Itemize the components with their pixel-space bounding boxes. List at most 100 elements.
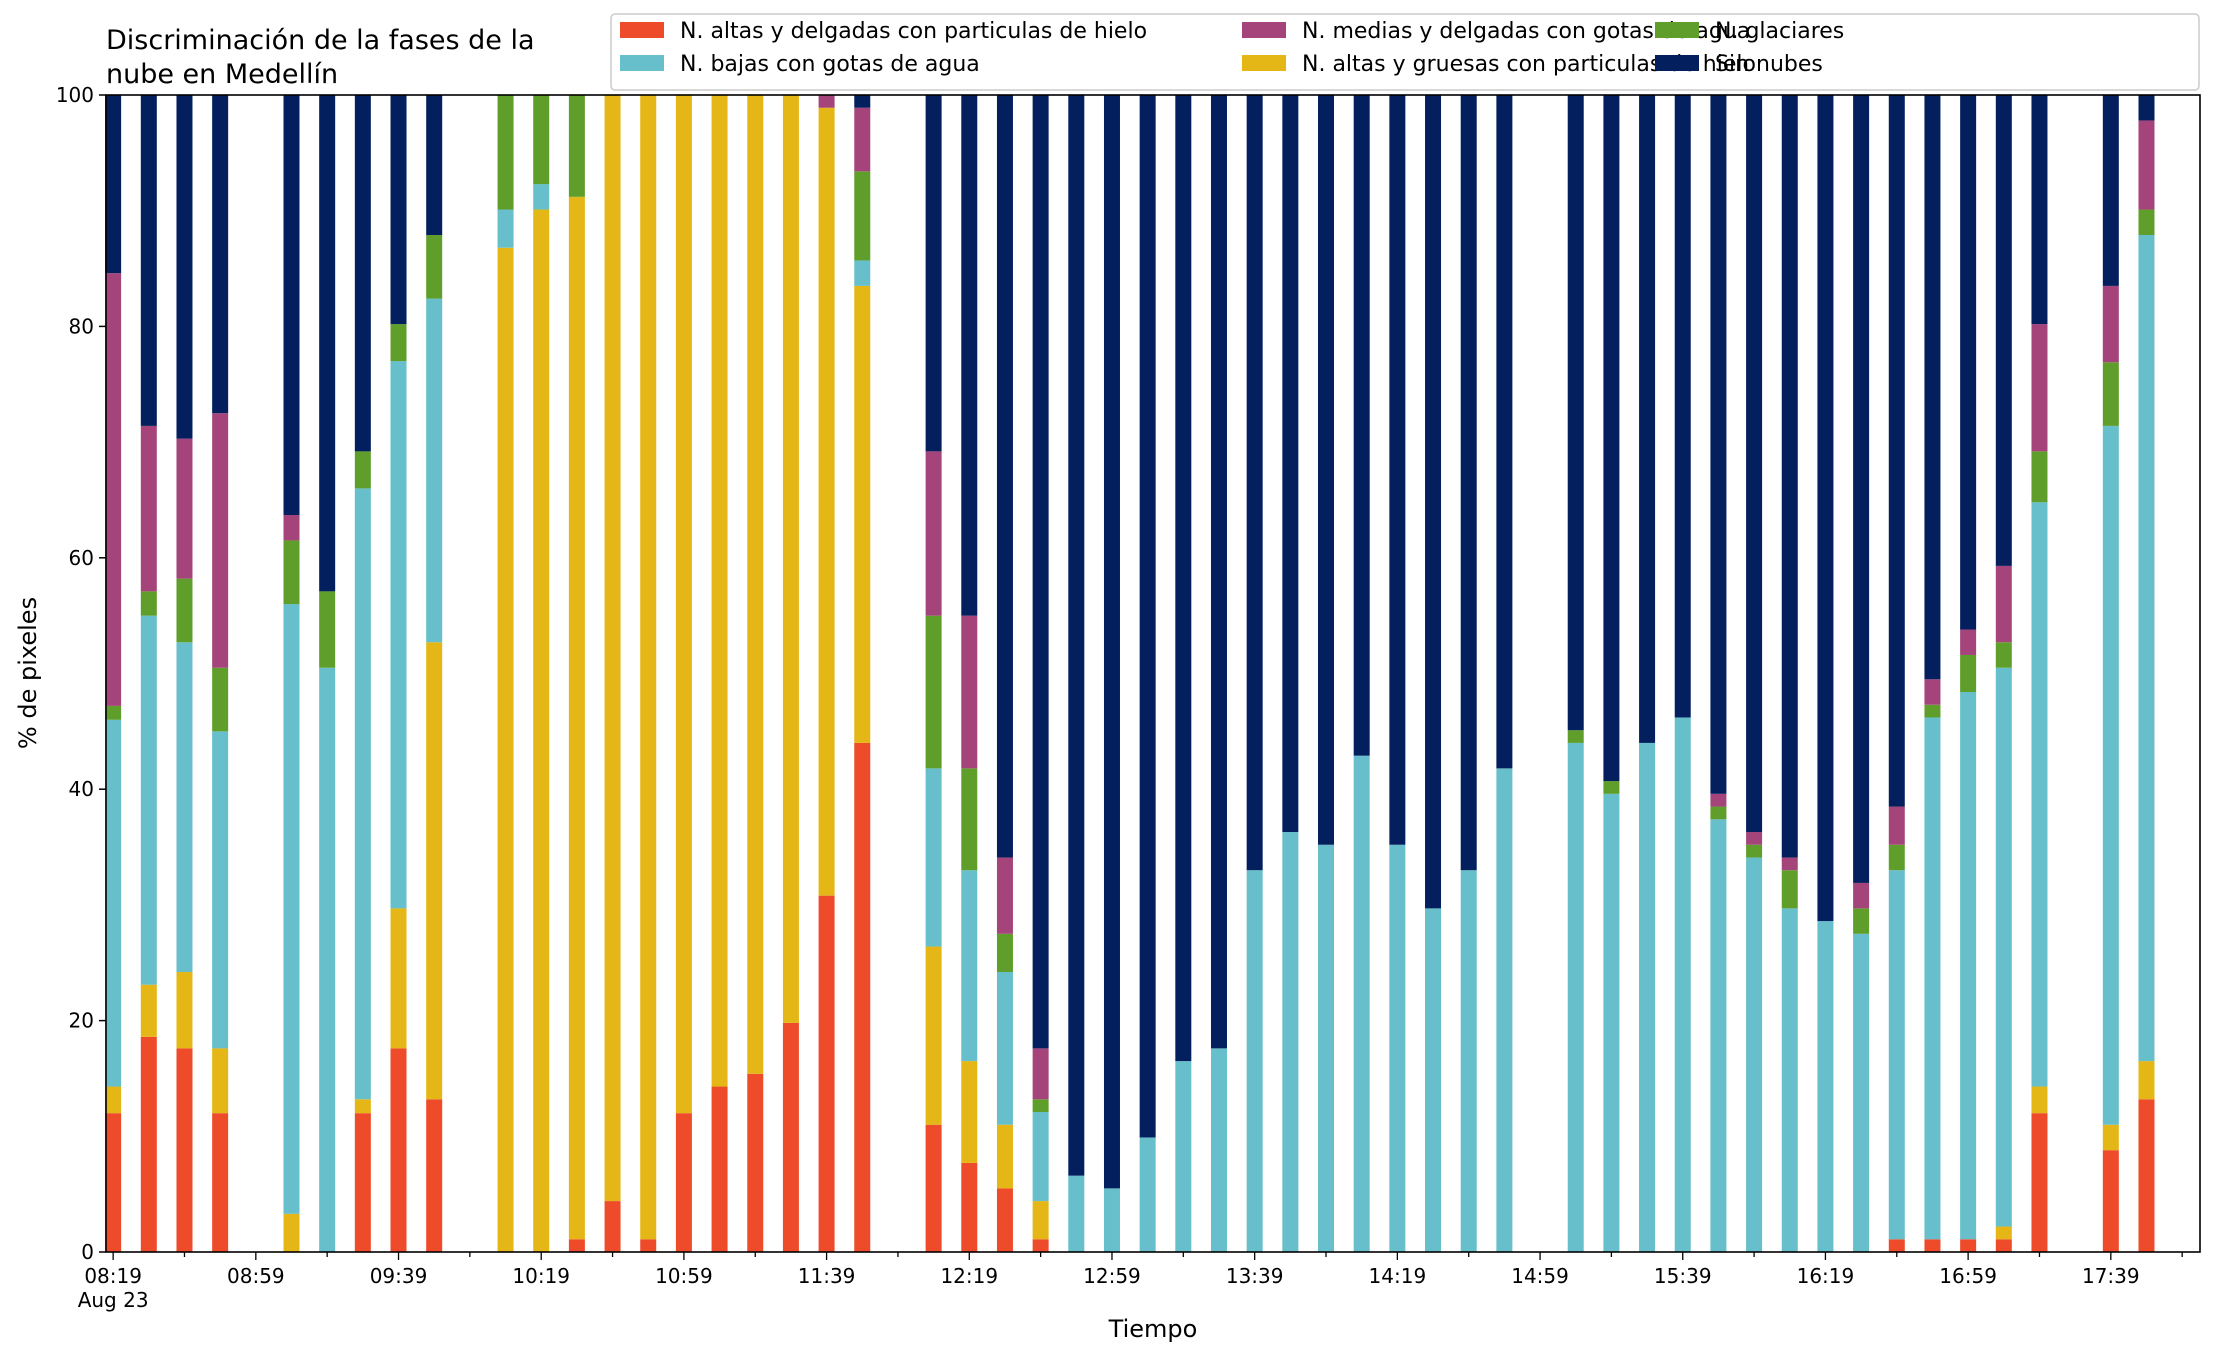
bar-segment bbox=[105, 1113, 122, 1252]
bar-segment bbox=[533, 209, 550, 1252]
bar-segment bbox=[1603, 781, 1620, 794]
bar-stack bbox=[1425, 95, 1442, 1252]
bar-segment bbox=[1032, 1048, 1049, 1100]
bar-segment bbox=[283, 540, 300, 605]
x-tick-label: 08:59 bbox=[227, 1264, 285, 1288]
bar-segment bbox=[1139, 1137, 1156, 1252]
bar-stack bbox=[1924, 95, 1941, 1252]
chart-title-line-2: nube en Medellín bbox=[106, 59, 338, 90]
bar-segment bbox=[1888, 844, 1905, 871]
bar-stack bbox=[675, 95, 692, 1252]
bar-segment bbox=[1603, 793, 1620, 1252]
bar-segment bbox=[1068, 1175, 1085, 1252]
bar-segment bbox=[2031, 95, 2048, 325]
bar-segment bbox=[2138, 95, 2155, 121]
bar-stack bbox=[354, 95, 371, 1252]
bar-segment bbox=[140, 984, 157, 1037]
bar-segment bbox=[568, 196, 585, 1240]
bar-segment bbox=[1032, 1239, 1049, 1252]
bar-segment bbox=[283, 95, 300, 515]
bar-segment bbox=[105, 1086, 122, 1114]
bar-stack bbox=[1032, 95, 1049, 1252]
bar-segment bbox=[354, 488, 371, 1100]
bar-stack bbox=[1853, 95, 1870, 1252]
bar-segment bbox=[925, 615, 942, 769]
bar-segment bbox=[2138, 120, 2155, 210]
bar-segment bbox=[818, 895, 835, 1252]
bar-segment bbox=[1389, 95, 1406, 845]
x-tick-label: 12:59 bbox=[1083, 1264, 1141, 1288]
bar-segment bbox=[2102, 425, 2119, 1125]
bar-segment bbox=[1103, 95, 1120, 1189]
bar-stack bbox=[996, 95, 1013, 1252]
legend-entry: N. bajas con gotas de agua bbox=[620, 52, 980, 77]
plot-frame bbox=[105, 94, 2201, 1253]
bar-segment bbox=[1032, 1201, 1049, 1240]
bar-segment bbox=[1389, 844, 1406, 1252]
bar-segment bbox=[2102, 285, 2119, 363]
bar-segment bbox=[390, 361, 407, 909]
bar-segment bbox=[1853, 95, 1870, 883]
bar-segment bbox=[2102, 362, 2119, 426]
bar-stack bbox=[1496, 95, 1513, 1252]
bar-stack bbox=[1567, 95, 1584, 1252]
bar-segment bbox=[1710, 95, 1727, 794]
bar-segment bbox=[497, 209, 514, 248]
bar-segment bbox=[2138, 235, 2155, 1062]
bar-stack bbox=[854, 95, 871, 1252]
bar-segment bbox=[354, 451, 371, 489]
bar-stack bbox=[426, 95, 443, 1252]
bar-segment bbox=[2031, 451, 2048, 503]
bar-stack bbox=[1210, 95, 1227, 1252]
bar-segment bbox=[2102, 1150, 2119, 1252]
bar-segment bbox=[1888, 1239, 1905, 1252]
y-tick-label: 60 bbox=[69, 546, 94, 570]
x-tick-label: 15:39 bbox=[1654, 1264, 1712, 1288]
bar-segment bbox=[1139, 95, 1156, 1138]
bar-segment bbox=[1496, 768, 1513, 1252]
bar-segment bbox=[961, 1162, 978, 1252]
bar-stack bbox=[283, 95, 300, 1252]
bar-segment bbox=[140, 95, 157, 426]
bar-segment bbox=[1995, 565, 2012, 643]
bar-segment bbox=[1210, 95, 1227, 1049]
y-axis: 0 20 40 60 80 100 bbox=[56, 83, 106, 1264]
bar-segment bbox=[212, 1048, 229, 1114]
bar-stack bbox=[1068, 95, 1085, 1252]
bar-segment bbox=[925, 946, 942, 1125]
bar-segment bbox=[497, 247, 514, 1253]
bar-segment bbox=[818, 107, 835, 896]
bar-segment bbox=[1995, 1226, 2012, 1240]
bar-segment bbox=[1175, 1061, 1192, 1252]
bar-segment bbox=[354, 1113, 371, 1252]
bar-segment bbox=[140, 1036, 157, 1252]
x-tick-label: 13:39 bbox=[1226, 1264, 1284, 1288]
bar-stack bbox=[1674, 95, 1691, 1252]
bar-segment bbox=[1853, 933, 1870, 1252]
y-tick-label: 20 bbox=[69, 1009, 94, 1033]
bar-segment bbox=[1995, 1239, 2012, 1252]
bar-segment bbox=[1567, 742, 1584, 1252]
legend: N. altas y delgadas con particulas de hi… bbox=[610, 13, 2200, 91]
bar-stack bbox=[1781, 95, 1798, 1252]
bar-segment bbox=[1282, 832, 1299, 1252]
bar-segment bbox=[212, 731, 229, 1049]
y-tick-label: 40 bbox=[69, 777, 94, 801]
bar-segment bbox=[1746, 844, 1763, 858]
bar-stack bbox=[747, 95, 764, 1252]
bar-segment bbox=[1103, 1188, 1120, 1252]
bar-segment bbox=[961, 1061, 978, 1163]
legend-swatch bbox=[1655, 55, 1699, 71]
bar-segment bbox=[1639, 95, 1656, 743]
y-tick-label: 100 bbox=[56, 83, 94, 107]
bar-segment bbox=[426, 235, 443, 299]
bar-segment bbox=[996, 857, 1013, 934]
bar-stack bbox=[782, 95, 799, 1252]
bar-segment bbox=[140, 425, 157, 592]
bar-segment bbox=[283, 1213, 300, 1252]
bar-segment bbox=[319, 95, 336, 592]
bar-stack bbox=[1710, 95, 1727, 1252]
bar-segment bbox=[782, 95, 799, 1023]
bar-segment bbox=[2031, 324, 2048, 452]
